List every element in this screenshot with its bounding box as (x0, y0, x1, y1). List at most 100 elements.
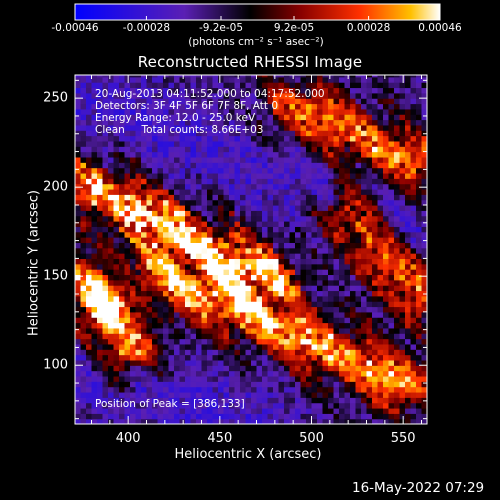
heatmap-cell (322, 242, 329, 249)
heatmap-cell (240, 194, 247, 201)
heatmap-cell (388, 92, 395, 99)
heatmap-cell (130, 204, 137, 211)
heatmap-cell (311, 333, 318, 340)
heatmap-cell (322, 103, 329, 110)
heatmap-cell (311, 381, 318, 388)
heatmap-cell (108, 386, 115, 393)
heatmap-cell (262, 98, 269, 105)
heatmap-cell (361, 343, 368, 350)
heatmap-cell (163, 290, 170, 297)
heatmap-cell (196, 167, 203, 174)
heatmap-cell (251, 407, 258, 414)
heatmap-cell (394, 306, 401, 313)
heatmap-cell (91, 338, 98, 345)
heatmap-cell (229, 391, 236, 398)
heatmap-cell (388, 108, 395, 115)
heatmap-cell (135, 290, 142, 297)
heatmap-cell (317, 370, 324, 377)
heatmap-cell (102, 402, 109, 409)
heatmap-cell (201, 156, 208, 163)
heatmap-cell (146, 98, 153, 105)
heatmap-cell (284, 199, 291, 206)
heatmap-cell (344, 103, 351, 110)
heatmap-cell (350, 98, 357, 105)
heatmap-cell (267, 210, 274, 217)
heatmap-cell (416, 365, 423, 372)
heatmap-cell (344, 343, 351, 350)
heatmap-cell (421, 204, 427, 211)
heatmap-cell (102, 391, 109, 398)
heatmap-cell (284, 98, 291, 105)
heatmap-cell (339, 247, 346, 254)
heatmap-cell (229, 167, 236, 174)
heatmap-cell (355, 210, 362, 217)
heatmap-cell (322, 204, 329, 211)
heatmap-cell (256, 210, 263, 217)
heatmap-cell (278, 338, 285, 345)
heatmap-cell (223, 242, 230, 249)
heatmap-cell (416, 114, 423, 121)
heatmap-cell (344, 375, 351, 382)
heatmap-cell (185, 183, 192, 190)
heatmap-cell (212, 386, 219, 393)
heatmap-cell (394, 146, 401, 153)
heatmap-cell (190, 162, 197, 169)
heatmap-cell (102, 386, 109, 393)
heatmap-cell (311, 124, 318, 131)
heatmap-cell (251, 210, 258, 217)
heatmap-cell (306, 199, 313, 206)
heatmap-cell (416, 322, 423, 329)
heatmap-cell (300, 242, 307, 249)
heatmap-cell (113, 87, 120, 94)
heatmap-cell (119, 247, 126, 254)
heatmap-cell (256, 98, 263, 105)
heatmap-cell (328, 167, 335, 174)
heatmap-cell (344, 359, 351, 366)
heatmap-cell (383, 146, 390, 153)
heatmap-cell (350, 204, 357, 211)
heatmap-cell (295, 119, 302, 126)
heatmap-cell (416, 301, 423, 308)
heatmap-cell (130, 375, 137, 382)
heatmap-cell (240, 162, 247, 169)
heatmap-cell (361, 124, 368, 131)
heatmap-cell (383, 247, 390, 254)
heatmap-cell (119, 263, 126, 270)
heatmap-cell (339, 194, 346, 201)
heatmap-cell (240, 274, 247, 281)
heatmap-cell (163, 231, 170, 238)
heatmap-cell (146, 242, 153, 249)
heatmap-cell (267, 183, 274, 190)
heatmap-cell (377, 87, 384, 94)
heatmap-cell (377, 269, 384, 276)
heatmap-cell (372, 317, 379, 324)
heatmap-cell (229, 199, 236, 206)
heatmap-cell (75, 306, 82, 313)
heatmap-cell (377, 418, 384, 424)
heatmap-cell (300, 258, 307, 265)
heatmap-cell (207, 103, 214, 110)
heatmap-cell (168, 397, 175, 404)
heatmap-cell (355, 172, 362, 179)
heatmap-cell (416, 290, 423, 297)
heatmap-cell (86, 226, 93, 233)
heatmap-cell (289, 402, 296, 409)
heatmap-cell (300, 413, 307, 420)
heatmap-cell (179, 76, 186, 83)
heatmap-cell (344, 130, 351, 137)
heatmap-cell (317, 290, 324, 297)
heatmap-cell (174, 359, 181, 366)
heatmap-cell (295, 92, 302, 99)
y-tick-label: 250 (43, 90, 68, 106)
heatmap-cell (75, 130, 82, 137)
heatmap-cell (372, 119, 379, 126)
heatmap-cell (212, 103, 219, 110)
heatmap-cell (421, 295, 427, 302)
heatmap-cell (80, 199, 87, 206)
heatmap-cell (185, 343, 192, 350)
heatmap-cell (80, 354, 87, 361)
heatmap-cell (179, 130, 186, 137)
heatmap-cell (157, 397, 164, 404)
heatmap-cell (201, 98, 208, 105)
heatmap-cell (383, 413, 390, 420)
